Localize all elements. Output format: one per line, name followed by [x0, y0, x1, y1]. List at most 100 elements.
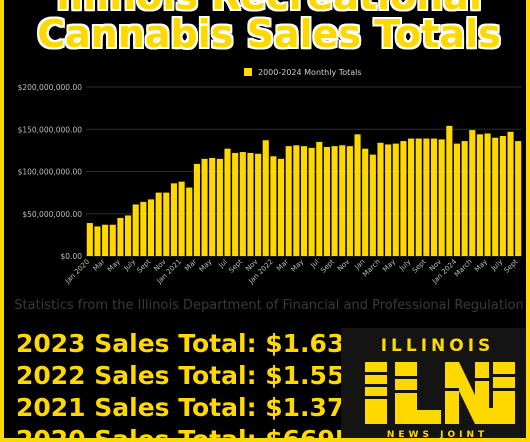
sales-total-2020: 2020 Sales Total: $669M [16, 425, 360, 442]
bar [285, 146, 292, 256]
bar [201, 158, 208, 256]
source-note: Statistics from the Illinois Department … [14, 298, 524, 313]
bar [346, 146, 353, 256]
bar [308, 147, 315, 256]
bar [423, 138, 430, 256]
bar [262, 140, 269, 256]
bar [492, 137, 499, 256]
x-tick-label: Sept [227, 258, 244, 275]
x-tick-label: Mar [183, 258, 198, 273]
logo-top-text: ILLINOIS [380, 336, 495, 356]
y-tick-label: $100,000,000.00 [18, 168, 83, 177]
bar [323, 146, 331, 256]
x-tick-label: Sept [411, 258, 428, 275]
bar [170, 183, 178, 256]
sales-total-2023: 2023 Sales Total: $1.63B [16, 329, 364, 358]
bar [507, 131, 514, 256]
x-tick-label: Mar [92, 258, 107, 273]
bar [369, 154, 376, 256]
bar [178, 181, 185, 256]
y-axis-tick-labels: $0.00 $50,000,000.00 $100,000,000.00 $150,0… [18, 83, 83, 261]
bar [147, 199, 155, 256]
title-line-1: Illinois Recreational [4, 0, 526, 16]
x-tick-label: July [122, 258, 137, 273]
bar [86, 223, 93, 256]
bar [186, 187, 193, 256]
bar [354, 134, 361, 256]
bar [339, 145, 346, 256]
sales-bar-chart: 2000-2024 Monthly Totals $0.00 $50,000,00… [18, 68, 522, 286]
x-tick-label: Nov [336, 258, 351, 273]
bar [400, 141, 407, 256]
x-tick-label: Jan 2020 [63, 258, 91, 286]
bar [293, 145, 300, 256]
bar [102, 224, 109, 256]
x-tick-label: Sept [319, 258, 336, 275]
x-tick-label: May [106, 258, 122, 274]
y-tick-label: $50,000,000.00 [22, 210, 82, 219]
title-line-2: Cannabis Sales Totals [37, 12, 501, 56]
ilnj-logo: ILLINOIS [341, 328, 526, 440]
x-tick-label: May [473, 258, 489, 274]
x-tick-label: May [290, 258, 306, 274]
y-tick-label: $150,000,000.00 [18, 125, 83, 134]
bar [461, 141, 468, 256]
bar [469, 130, 476, 256]
sales-total-2022: 2022 Sales Total: $1.55B [16, 361, 364, 390]
x-tick-label: May [198, 258, 214, 274]
bar [140, 201, 147, 256]
bar [300, 146, 308, 256]
chart-bars [86, 125, 522, 257]
bar [484, 133, 491, 256]
legend-label: 2000-2024 Monthly Totals [258, 68, 362, 77]
bar [316, 141, 323, 256]
bar [270, 156, 277, 256]
x-tick-label: Sept [135, 258, 152, 275]
bar [362, 148, 369, 256]
bar [163, 192, 170, 257]
bar [438, 139, 445, 256]
bar [117, 217, 124, 256]
x-tick-label: March [453, 258, 474, 279]
x-tick-label: July [397, 258, 412, 273]
x-tick-label: May [381, 258, 397, 274]
x-tick-label: March [361, 258, 382, 279]
bar [499, 136, 506, 256]
bar [132, 204, 139, 256]
x-tick-label: July [489, 258, 504, 273]
sales-totals-list: 2023 Sales Total: $1.63B 2022 Sales Tota… [16, 328, 364, 442]
bar [377, 142, 384, 256]
bar [515, 141, 522, 256]
y-tick-label: $0.00 [61, 252, 83, 261]
bar [193, 163, 200, 256]
bar [415, 138, 422, 256]
bar [385, 144, 392, 256]
bar [277, 158, 285, 256]
legend-swatch [244, 68, 252, 76]
x-tick-label: Mar [275, 258, 290, 273]
bar [109, 224, 116, 256]
y-tick-label: $200,000,000.00 [18, 83, 83, 92]
logo-bottom-text: NEWS JOINT [386, 430, 489, 440]
bar [125, 215, 132, 256]
bar [247, 152, 254, 256]
bar [453, 143, 461, 256]
bar [331, 146, 338, 256]
bar [476, 134, 483, 256]
sales-total-2021: 2021 Sales Total: $1.37B [16, 393, 364, 422]
bar [408, 138, 415, 256]
bar [392, 143, 399, 256]
bar [446, 125, 453, 257]
bar [430, 138, 438, 256]
bar [255, 153, 262, 256]
logo-mark [365, 362, 515, 424]
bar [94, 226, 101, 256]
bar [216, 158, 223, 256]
bar [209, 157, 216, 256]
bar [239, 152, 246, 256]
bar [224, 148, 231, 256]
bar [232, 152, 239, 256]
bar [155, 192, 162, 257]
